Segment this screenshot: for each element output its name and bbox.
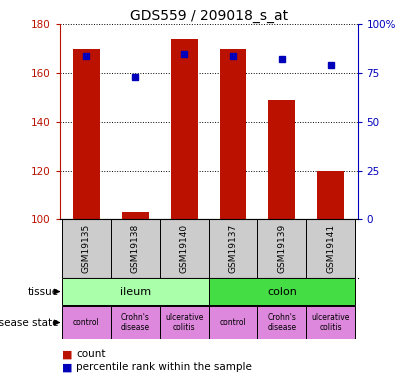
Text: GSM19137: GSM19137 [229, 224, 238, 273]
Bar [122, 212, 149, 219]
Text: ulcerative
colitis: ulcerative colitis [165, 313, 203, 332]
Bar [62, 306, 111, 339]
Text: control: control [73, 318, 100, 327]
Title: GDS559 / 209018_s_at: GDS559 / 209018_s_at [129, 9, 288, 23]
Bar [171, 39, 198, 219]
Text: disease state: disease state [0, 318, 59, 327]
Text: ■: ■ [62, 363, 72, 372]
Bar [257, 306, 306, 339]
Bar [62, 278, 209, 305]
Bar [73, 49, 100, 219]
Bar [62, 219, 111, 278]
Bar [111, 306, 160, 339]
Bar [268, 100, 295, 219]
Bar [160, 306, 209, 339]
Text: control: control [219, 318, 246, 327]
Text: GSM19140: GSM19140 [180, 224, 189, 273]
Bar [209, 219, 257, 278]
Text: percentile rank within the sample: percentile rank within the sample [76, 363, 252, 372]
Text: GSM19135: GSM19135 [82, 224, 91, 273]
Text: Crohn's
disease: Crohn's disease [267, 313, 296, 332]
Bar [111, 219, 160, 278]
Text: GSM19139: GSM19139 [277, 224, 286, 273]
Text: ileum: ileum [120, 286, 151, 297]
Text: colon: colon [267, 286, 297, 297]
Bar [209, 306, 257, 339]
Bar [219, 49, 247, 219]
Text: ulcerative
colitis: ulcerative colitis [312, 313, 350, 332]
Bar [317, 171, 344, 219]
Bar [306, 219, 355, 278]
Bar [257, 219, 306, 278]
Text: Crohn's
disease: Crohn's disease [121, 313, 150, 332]
Text: ■: ■ [62, 350, 72, 359]
Bar [306, 306, 355, 339]
Text: GSM19141: GSM19141 [326, 224, 335, 273]
Bar [209, 278, 355, 305]
Text: count: count [76, 350, 106, 359]
Text: tissue: tissue [28, 286, 59, 297]
Text: GSM19138: GSM19138 [131, 224, 140, 273]
Bar [160, 219, 209, 278]
